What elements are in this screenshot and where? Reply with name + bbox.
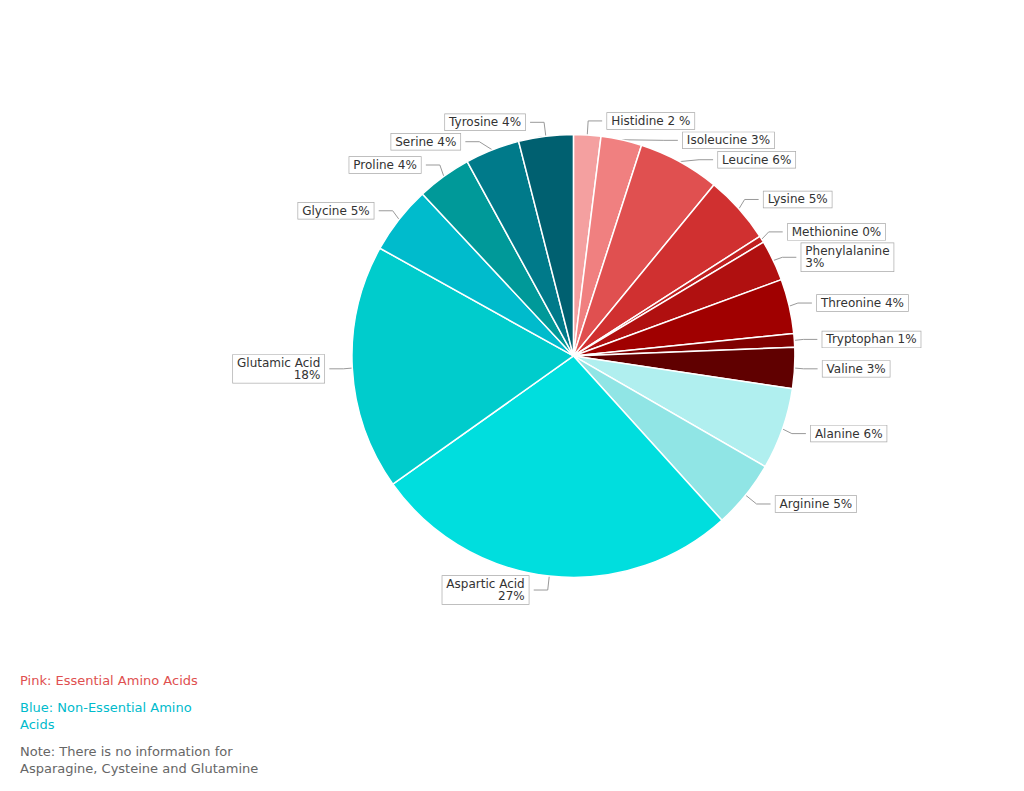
svg-text:Aspartic Acid: Aspartic Acid xyxy=(446,577,525,591)
svg-text:Pink: Essential Amino Acids: Pink: Essential Amino Acids xyxy=(20,673,198,688)
svg-text:Arginine 5%: Arginine 5% xyxy=(780,497,853,511)
svg-text:Proline 4%: Proline 4% xyxy=(353,158,417,172)
svg-text:Asparagine, Cysteine and Gluta: Asparagine, Cysteine and Glutamine xyxy=(20,761,258,776)
svg-text:Glycine 5%: Glycine 5% xyxy=(302,204,370,218)
svg-text:27%: 27% xyxy=(498,589,525,603)
svg-text:Serine 4%: Serine 4% xyxy=(395,135,456,149)
svg-text:Blue: Non-Essential Amino: Blue: Non-Essential Amino xyxy=(20,700,192,715)
svg-text:18%: 18% xyxy=(294,368,321,382)
svg-text:3%: 3% xyxy=(805,256,824,270)
svg-text:Tyrosine 4%: Tyrosine 4% xyxy=(448,115,521,129)
svg-text:Acids: Acids xyxy=(20,717,55,732)
svg-text:Histidine 2 %: Histidine 2 % xyxy=(611,114,690,128)
svg-text:Note: There is no information: Note: There is no information for xyxy=(20,744,233,759)
svg-text:Threonine 4%: Threonine 4% xyxy=(820,296,904,310)
svg-text:Alanine 6%: Alanine 6% xyxy=(815,427,883,441)
svg-text:Isoleucine 3%: Isoleucine 3% xyxy=(687,133,770,147)
svg-text:Valine 3%: Valine 3% xyxy=(827,362,886,376)
svg-text:Methionine 0%: Methionine 0% xyxy=(792,225,882,239)
svg-text:Lysine 5%: Lysine 5% xyxy=(768,192,828,206)
svg-text:Leucine 6%: Leucine 6% xyxy=(722,153,791,167)
svg-text:Phenylalanine: Phenylalanine xyxy=(805,244,890,259)
svg-text:Glutamic Acid: Glutamic Acid xyxy=(237,355,321,370)
svg-text:Tryptophan 1%: Tryptophan 1% xyxy=(825,332,916,346)
